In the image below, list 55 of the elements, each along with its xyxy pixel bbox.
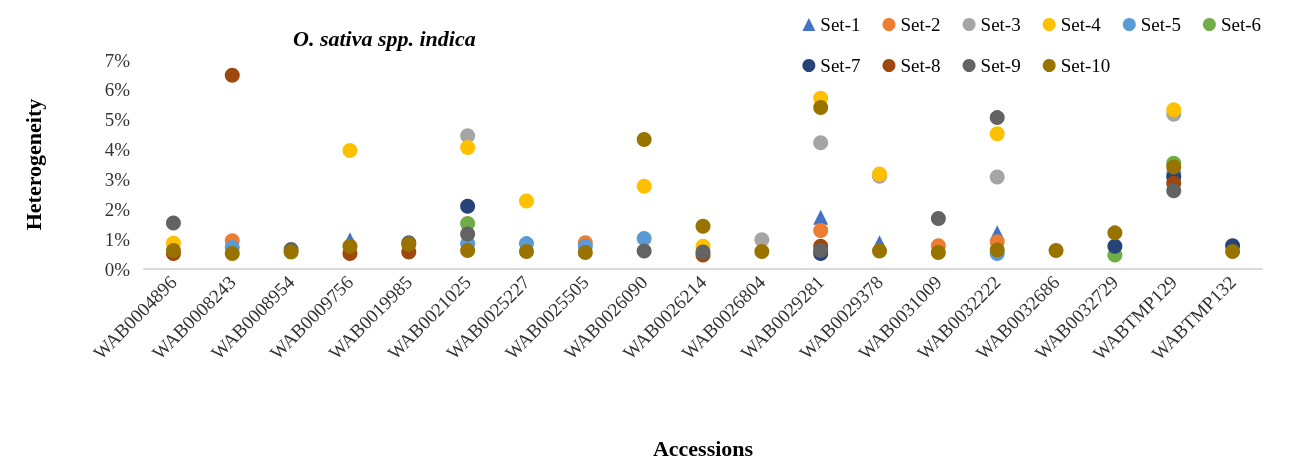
point bbox=[695, 218, 711, 234]
legend-label: Set-10 bbox=[1060, 55, 1111, 76]
point bbox=[636, 231, 652, 247]
y-tick-label: 2% bbox=[104, 198, 131, 220]
point bbox=[460, 198, 476, 214]
point bbox=[342, 142, 358, 158]
y-tick-label: 1% bbox=[104, 228, 131, 250]
point bbox=[518, 193, 534, 209]
point bbox=[577, 245, 593, 261]
point bbox=[989, 169, 1005, 185]
point bbox=[518, 243, 534, 259]
point bbox=[813, 99, 829, 115]
point bbox=[813, 222, 829, 238]
point bbox=[930, 245, 946, 261]
legend-label: Set-7 bbox=[820, 55, 861, 76]
point bbox=[636, 131, 652, 147]
point bbox=[636, 178, 652, 194]
y-tick-label: 3% bbox=[104, 168, 131, 190]
legend-label: Set-4 bbox=[1060, 14, 1102, 35]
point bbox=[813, 135, 829, 151]
legend-label: Set-1 bbox=[820, 14, 861, 35]
y-tick-label: 6% bbox=[104, 79, 131, 101]
point bbox=[872, 243, 888, 259]
y-axis-title: Heterogeneity bbox=[20, 98, 46, 231]
point bbox=[460, 242, 476, 258]
point bbox=[165, 215, 181, 231]
y-tick-label: 7% bbox=[104, 49, 131, 71]
y-tick-label: 0% bbox=[104, 258, 131, 280]
point bbox=[460, 226, 476, 242]
chart-title: O. sativa spp. indica bbox=[293, 25, 476, 51]
point bbox=[1107, 225, 1123, 241]
point bbox=[224, 67, 240, 83]
point bbox=[989, 110, 1005, 126]
legend-label: Set-3 bbox=[980, 14, 1021, 35]
point bbox=[1166, 159, 1182, 175]
point bbox=[1107, 238, 1123, 254]
point bbox=[930, 211, 946, 227]
point bbox=[636, 243, 652, 259]
legend-label: Set-9 bbox=[980, 55, 1021, 76]
point bbox=[224, 245, 240, 261]
y-tick-label: 4% bbox=[104, 139, 131, 161]
legend-label: Set-5 bbox=[1140, 14, 1181, 35]
point bbox=[1166, 183, 1182, 199]
point bbox=[1048, 242, 1064, 258]
point bbox=[460, 139, 476, 155]
legend-label: Set-8 bbox=[900, 55, 941, 76]
point bbox=[754, 243, 770, 259]
point bbox=[1166, 102, 1182, 118]
point bbox=[1225, 243, 1241, 259]
legend-label: Set-6 bbox=[1220, 14, 1261, 35]
point bbox=[989, 126, 1005, 142]
point bbox=[342, 238, 358, 254]
legend-label: Set-2 bbox=[900, 14, 941, 35]
y-tick-label: 5% bbox=[104, 109, 131, 131]
x-axis-title: Accessions bbox=[652, 435, 754, 461]
